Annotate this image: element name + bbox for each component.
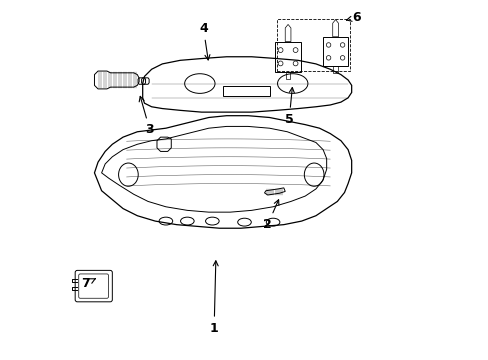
Text: 6: 6	[346, 11, 361, 24]
Text: 7: 7	[81, 277, 95, 290]
Text: 1: 1	[209, 261, 218, 335]
Bar	[274, 41, 301, 72]
Bar	[323, 37, 347, 66]
Text: 5: 5	[284, 87, 294, 126]
Bar	[285, 72, 290, 79]
Bar	[333, 66, 337, 73]
Text: 4: 4	[199, 22, 209, 60]
Bar	[223, 86, 269, 96]
Text: 3: 3	[139, 96, 154, 136]
Text: 2: 2	[263, 200, 278, 231]
Bar	[276, 19, 349, 71]
